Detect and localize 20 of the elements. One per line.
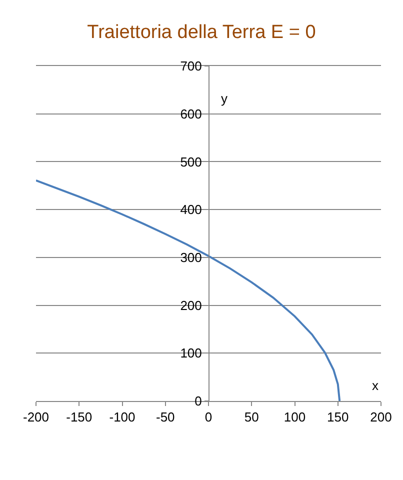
x-tick-label: -100 [109,410,136,425]
x-tick-label: -200 [22,410,50,425]
x-tick-label: -150 [66,410,92,425]
y-tick-label: 200 [180,298,202,313]
y-tick-label: 400 [180,202,202,218]
y-tick-label: 500 [180,154,202,170]
y-axis-title: y [221,91,228,106]
x-axis-title: x [372,378,379,393]
y-tick-label: 600 [180,106,202,122]
x-tick-label: 200 [370,410,392,425]
x-tick-label: 50 [244,410,259,425]
y-tick-label: 700 [180,58,202,74]
y-tick-label: 0 [194,394,202,409]
y-tick-label: 300 [180,250,202,265]
x-tick-label: 150 [327,410,349,425]
x-tick-label: 0 [204,410,212,425]
chart-title: Traiettoria della Terra E = 0 [87,22,316,43]
x-tick-label: -50 [156,410,175,425]
y-tick-label: 100 [180,346,202,361]
x-tick-label: 100 [284,410,306,425]
